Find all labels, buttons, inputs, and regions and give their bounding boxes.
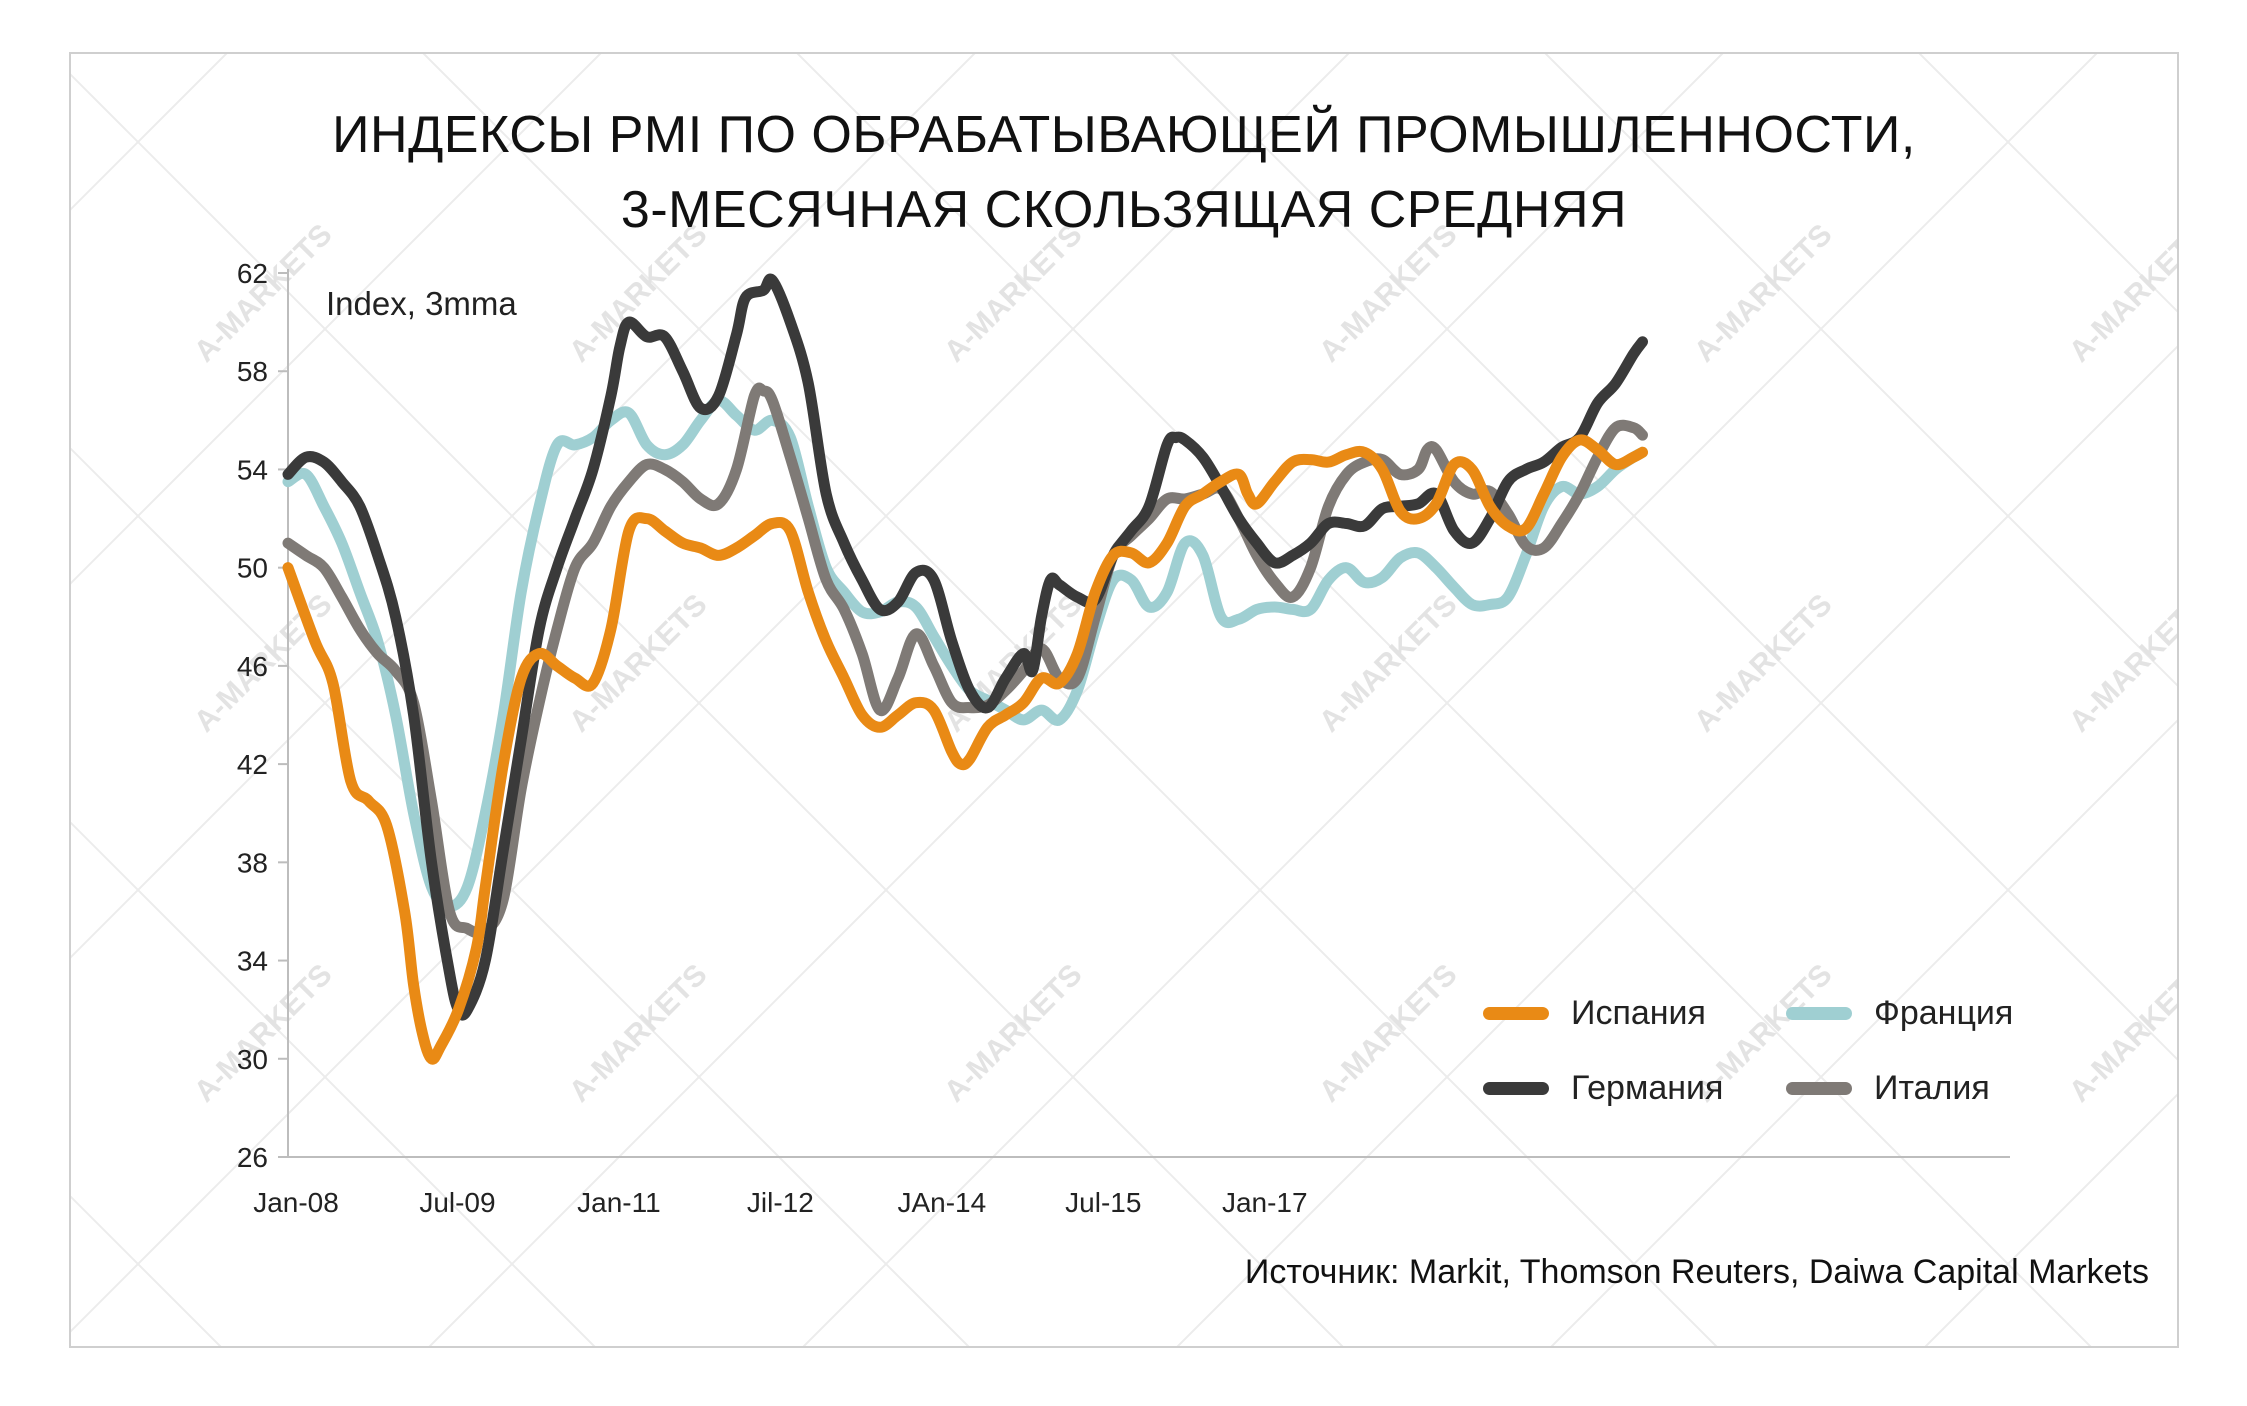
watermark-text: A-MARKETS bbox=[563, 218, 714, 369]
watermark-line bbox=[71, 54, 976, 959]
y-tick-label: 54 bbox=[237, 454, 268, 485]
x-tick-label: JAn-14 bbox=[897, 1187, 986, 1218]
x-tick-label: Jan-08 bbox=[253, 1187, 339, 1218]
legend-item-spain: Испания bbox=[1483, 993, 1706, 1033]
watermark-line bbox=[1176, 345, 2177, 1346]
legend-swatch-spain bbox=[1483, 1006, 1549, 1020]
watermark-text: A-MARKETS bbox=[2063, 958, 2214, 1109]
watermark-line bbox=[1550, 719, 2177, 1346]
watermark-line bbox=[1924, 1093, 2177, 1346]
series-line-germany bbox=[282, 273, 1648, 1021]
legend-item-italy: Италия bbox=[1786, 1068, 1990, 1108]
chart-frame bbox=[69, 52, 2179, 1348]
x-tick-label: Jil-12 bbox=[747, 1187, 814, 1218]
watermark-line bbox=[2240, 0, 2247, 1406]
legend-swatch-france bbox=[1786, 1006, 1852, 1020]
source-note: Источник: Markit, Thomson Reuters, Daiwa… bbox=[1244, 1253, 2149, 1291]
watermark-line bbox=[1918, 54, 2177, 313]
chart-title-line-1: ИНДЕКСЫ PMI ПО ОБРАБАТЫВАЮЩЕЙ ПРОМЫШЛЕНН… bbox=[332, 106, 1916, 164]
y-tick-label: 26 bbox=[237, 1142, 268, 1173]
legend-label-italy: Италия bbox=[1874, 1068, 1990, 1107]
legend-label-germany: Германия bbox=[1571, 1068, 1724, 1107]
y-tick-label: 34 bbox=[237, 946, 268, 977]
watermark-line bbox=[2240, 0, 2247, 1406]
legend-swatch-italy bbox=[1786, 1081, 1852, 1095]
legend-item-france: Франция bbox=[1786, 993, 2013, 1033]
axis-layer: 26 30 34 38 42 46 50 54 58 62 Jan-08 Jul-09 Jan-11 Ji… bbox=[237, 258, 2010, 1218]
watermark-text: A-MARKETS bbox=[1313, 218, 1464, 369]
y-tick-label: 62 bbox=[237, 258, 268, 289]
series-line-italy bbox=[282, 382, 1648, 939]
watermark-text: A-MARKETS bbox=[1688, 218, 1839, 369]
watermark-text: A-MARKETS bbox=[938, 958, 1089, 1109]
legend-item-germany: Германия bbox=[1483, 1068, 1723, 1108]
y-tick-label: 38 bbox=[237, 847, 268, 878]
chart-title-line-2: 3-МЕСЯЧНАЯ СКОЛЬЗЯЩАЯ СРЕДНЯЯ bbox=[620, 181, 1628, 239]
watermark-line bbox=[1544, 54, 2177, 687]
y-tick-label: 42 bbox=[237, 749, 268, 780]
watermark-line bbox=[802, 54, 2098, 1346]
watermark-text: A-MARKETS bbox=[1313, 958, 1464, 1109]
y-tick-label: 30 bbox=[237, 1044, 268, 1075]
y-tick-label: 50 bbox=[237, 553, 268, 584]
watermark-text: A-MARKETS bbox=[2063, 588, 2214, 739]
watermark-text: A-MARKETS bbox=[1688, 588, 1839, 739]
watermark-text: A-MARKETS bbox=[1313, 588, 1464, 739]
watermark-line bbox=[71, 54, 1350, 1333]
y-tick-label: 46 bbox=[237, 651, 268, 682]
watermark-text: A-MARKETS bbox=[2063, 218, 2214, 369]
legend-label-spain: Испания bbox=[1571, 993, 1706, 1032]
series-line-spain bbox=[282, 434, 1648, 1065]
legend-label-france: Франция bbox=[1874, 993, 2014, 1032]
y-tick-label: 58 bbox=[237, 356, 268, 387]
x-tick-label: Jul-15 bbox=[1065, 1187, 1141, 1218]
watermark-text: A-MARKETS bbox=[188, 218, 339, 369]
legend-swatch-germany bbox=[1483, 1081, 1549, 1095]
x-tick-label: Jan-17 bbox=[1222, 1187, 1308, 1218]
series-layer bbox=[282, 273, 1648, 1065]
series-line-france bbox=[282, 395, 1648, 912]
watermark-text: A-MARKETS bbox=[938, 218, 1089, 369]
watermark-line bbox=[71, 821, 596, 1346]
x-tick-label: Jan-11 bbox=[577, 1187, 661, 1218]
x-tick-label: Jul-09 bbox=[419, 1187, 495, 1218]
watermark-line bbox=[71, 54, 602, 585]
watermark-text: A-MARKETS bbox=[563, 588, 714, 739]
y-axis-unit-label: Index, 3mma bbox=[326, 285, 517, 322]
